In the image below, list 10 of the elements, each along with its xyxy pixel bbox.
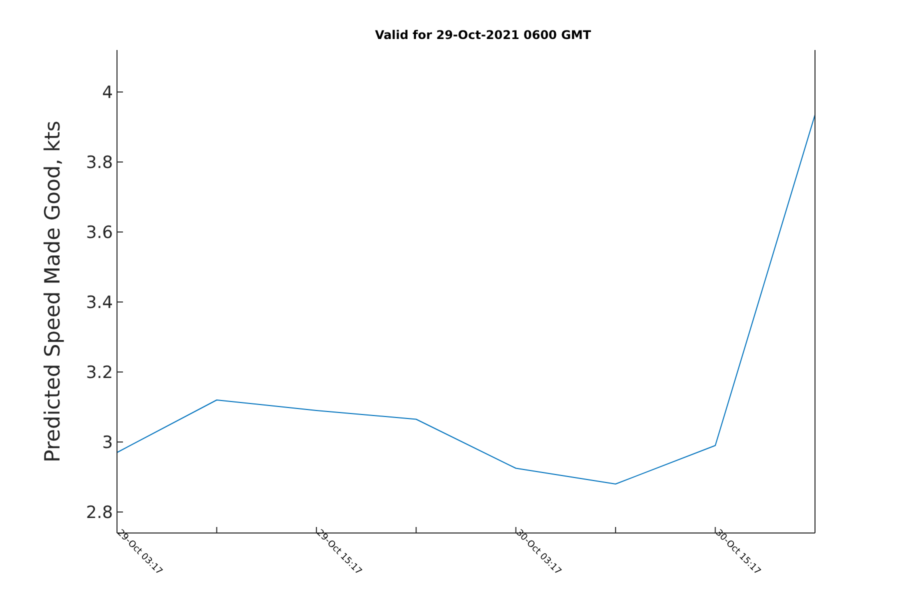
y-tick-label: 3.2 xyxy=(86,363,113,384)
y-tick-label: 3.4 xyxy=(86,293,113,314)
line-series xyxy=(117,114,815,484)
y-axis-title: Predicted Speed Made Good, kts xyxy=(40,120,64,462)
y-tick-label: 3 xyxy=(102,433,113,454)
y-tick-label: 4 xyxy=(102,83,113,104)
y-tick-label: 2.8 xyxy=(86,503,113,524)
y-tick-label: 3.8 xyxy=(86,153,113,174)
chart-title: Valid for 29-Oct-2021 0600 GMT xyxy=(374,28,592,42)
y-tick-label: 3.6 xyxy=(86,223,113,244)
